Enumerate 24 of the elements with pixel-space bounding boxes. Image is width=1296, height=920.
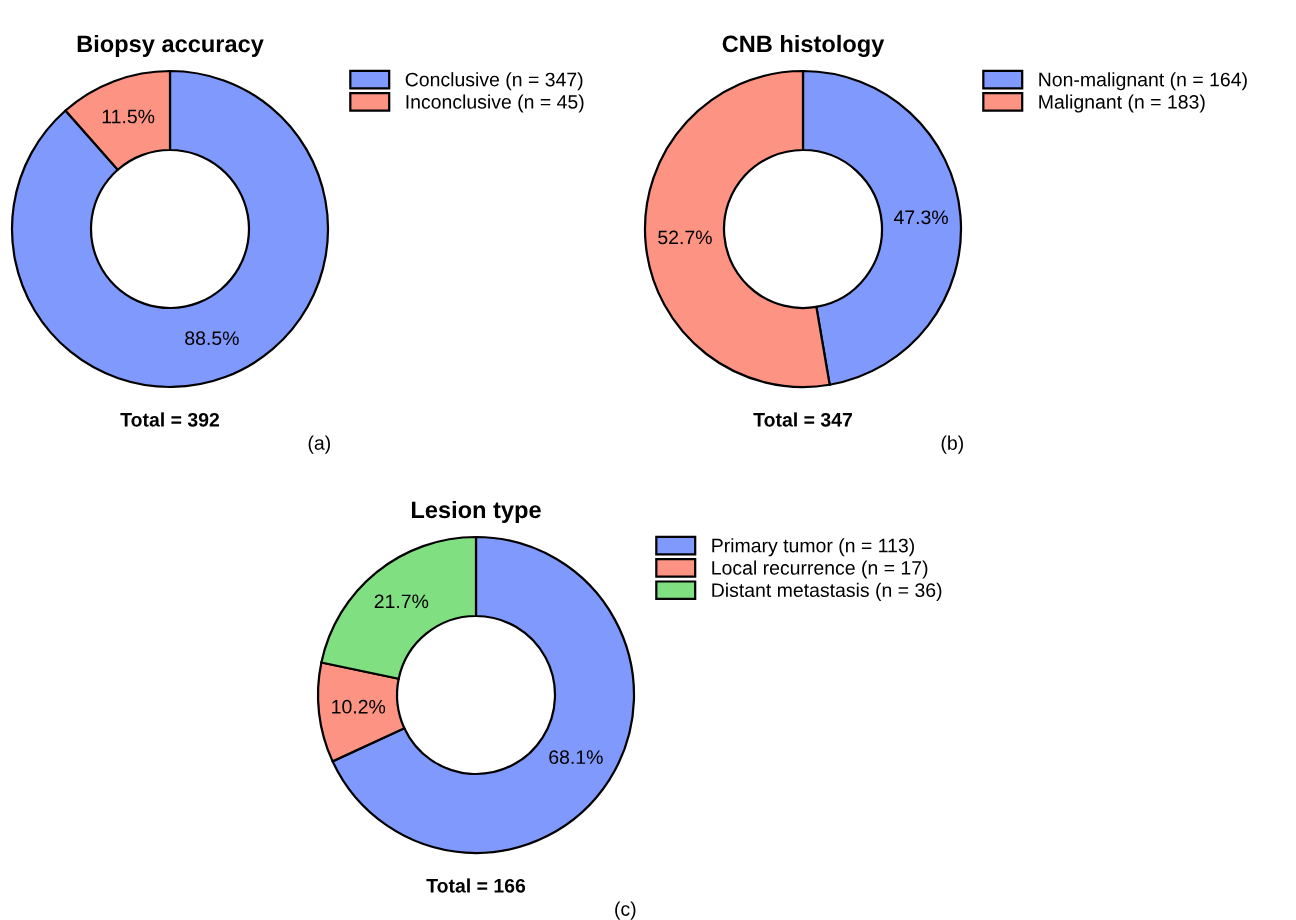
text: Total = 166 [426,878,526,893]
data-label: 88.5% [185,331,239,346]
data-label: 68.1% [549,750,603,765]
legend-label: Malignant (n = 183) [1039,94,1205,113]
legend-label: Non-malignant (n = 164) [1039,72,1247,91]
text: (c) [615,901,636,920]
data-label: 21.7% [374,594,429,609]
data-label: 47.3% [893,210,948,225]
legend-label: Primary tumor (n = 113) [712,538,914,557]
text: Total = 347 [753,412,852,427]
legend-label: Distant metastasis (n = 36) [712,582,942,601]
legend-label: Inconclusive (n = 45) [406,94,584,113]
chart-title: Lesion type [411,500,541,523]
data-label: 10.2% [332,699,386,714]
text: Total = 392 [120,412,220,427]
chart-title: Biopsy accuracy [77,34,264,57]
donut-slice [10,69,330,389]
legend-label: Local recurrence (n = 17) [712,560,928,579]
chart-title: CNB histology [722,34,885,57]
text: (b) [941,435,963,454]
data-label: 52.7% [658,230,712,245]
legend-label: Conclusive (n = 347) [405,72,583,91]
text: (a) [308,435,330,454]
data-label: 11.5% [102,109,155,124]
